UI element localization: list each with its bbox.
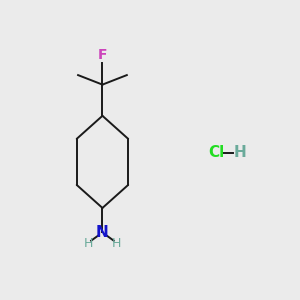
- Text: H: H: [112, 237, 122, 250]
- Text: F: F: [98, 48, 107, 62]
- Text: N: N: [96, 225, 109, 240]
- Text: H: H: [234, 146, 247, 160]
- Text: H: H: [83, 237, 93, 250]
- Text: Cl: Cl: [208, 146, 224, 160]
